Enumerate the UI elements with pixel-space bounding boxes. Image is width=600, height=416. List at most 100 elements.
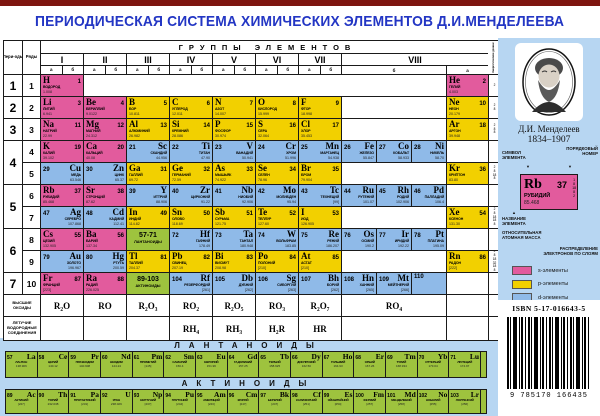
- element-symbol: Te: [258, 207, 268, 217]
- element-cell-Au: 79 Au ЗОЛОТО 196.967: [40, 250, 83, 272]
- element-name: КСЕНОН: [449, 217, 464, 221]
- element-name: РТУТЬ: [113, 261, 124, 265]
- element-cell-Y: 39 Y ИТТРИЙ 88.906: [126, 184, 169, 206]
- atomic-number: 88: [117, 277, 124, 283]
- group-header-III: III: [126, 53, 169, 65]
- element-name: НИОБИЙ: [238, 195, 253, 199]
- atomic-mass: 178.49: [199, 243, 210, 248]
- element-symbol: Ni: [435, 141, 444, 151]
- element-name: ГАФНИЙ: [195, 239, 210, 243]
- element-symbol: Pt: [435, 229, 445, 239]
- isbn-block: ISBN 5-17-016643-5 9 785170 166435: [498, 300, 600, 416]
- atomic-mass: 87.62: [86, 199, 95, 204]
- atomic-number: 108: [344, 277, 355, 283]
- atomic-mass: 55.847: [363, 155, 374, 160]
- atomic-number: 35: [332, 167, 339, 173]
- series-row-endcap: [480, 352, 487, 377]
- element-cell-Ru: 44 Ru РУТЕНИЙ 101.07: [341, 184, 376, 206]
- element-symbol: W: [287, 229, 296, 239]
- element-symbol: F: [301, 97, 307, 107]
- element-name: НИКЕЛЬ: [430, 151, 444, 155]
- element-symbol: Ra: [86, 273, 97, 283]
- element-name: МАГНИЙ: [86, 129, 101, 133]
- element-symbol: B: [129, 97, 136, 107]
- atomic-number: 18: [479, 123, 486, 129]
- element-cell-Bk: 97 Bk БЕРКЛИЙ [247]: [258, 390, 291, 413]
- element-name: ТАНТАЛ: [239, 239, 253, 243]
- element-cell-Cd: 48 Cd КАДМИЙ 112.41: [83, 206, 126, 228]
- atomic-number: 1: [77, 79, 81, 85]
- atomic-mass: 192.22: [398, 243, 409, 248]
- atomic-mass: 50.941: [242, 155, 253, 160]
- element-symbol: Bh: [327, 273, 339, 283]
- element-cell-Es: 99 Es ЭЙНШТЕЙНИЙ [254]: [321, 390, 354, 413]
- period-label-3: 3: [4, 118, 22, 140]
- atomic-mass: [262]: [245, 287, 253, 292]
- sample-mass: 85.468: [524, 200, 540, 207]
- atomic-mass: 126.905: [301, 221, 314, 226]
- volatile-hydrides-formula: [40, 316, 83, 340]
- legend-name-label: НАЗВАНИЕ ЭЛЕМЕНТА: [502, 216, 526, 227]
- element-cell-As: As 33 МЫШЬЯК 74.922: [212, 162, 255, 184]
- element-cell-Al: Al 13 АЛЮМИНИЙ 26.982: [126, 118, 169, 140]
- atomic-mass: 79.904: [301, 177, 312, 182]
- atomic-number: 25: [301, 145, 308, 151]
- element-symbol: As: [215, 163, 226, 173]
- element-cell-Li: Li 3 ЛИТИЙ 6.941: [40, 96, 83, 118]
- legend-shells-label: РАСПРЕДЕЛЕНИЕ ЭЛЕКТРОНОВ ПО СЛОЯМ: [543, 246, 598, 257]
- element-cell-Br: Br 35 БРОМ 79.904: [298, 162, 341, 184]
- element-name: КОБАЛЬТ: [393, 151, 409, 155]
- row-label-8: 8: [22, 228, 40, 250]
- atomic-number: 11: [74, 123, 81, 129]
- element-cell-Tb: 65 Tb ТЕРБИЙ 158.925: [258, 352, 291, 377]
- element-cell-Nb: 41 Nb НИОБИЙ 92.906: [212, 184, 255, 206]
- element-cell-Ag: 47 Ag СЕРЕБРО 107.868: [40, 206, 83, 228]
- atomic-number: 12: [117, 123, 124, 129]
- atomic-number: 37: [74, 189, 81, 195]
- element-name: РОДИЙ: [397, 195, 409, 199]
- series-range-cell: 89-103 АКТИНОИДЫ: [126, 272, 169, 294]
- element-cell-Hf: 72 Hf ГАФНИЙ 178.49: [169, 228, 212, 250]
- mendeleev-portrait: [515, 43, 583, 121]
- empty-cell: [446, 316, 488, 340]
- energy-levels-cell: [488, 184, 500, 206]
- atomic-number: 43: [301, 189, 308, 195]
- atomic-number: 47: [43, 211, 50, 217]
- element-symbol: Ba: [86, 229, 97, 239]
- element-symbol: Rb: [43, 185, 55, 195]
- series-row-endcap: [480, 390, 487, 413]
- element-name: МАРГАНЕЦ: [320, 151, 339, 155]
- higher-oxides-formula: R₂O₃: [126, 294, 169, 316]
- element-name: РАДОН: [449, 261, 461, 265]
- volatile-hydrides-label: ЛЕТУЧИЕ ВОДОРОДНЫЕ СОЕДИНЕНИЯ: [4, 316, 40, 340]
- element-symbol: Cl: [301, 119, 310, 129]
- atomic-number: 32: [203, 167, 210, 173]
- higher-oxides-formula: R₂O: [40, 294, 83, 316]
- atomic-mass: 44.956: [156, 155, 167, 160]
- element-name: ХЛОР: [301, 129, 311, 133]
- atomic-mass: 132.905: [43, 243, 56, 248]
- element-name: КИСЛОРОД: [258, 107, 277, 111]
- element-symbol: Ne: [449, 97, 460, 107]
- empty-cell: [341, 250, 446, 272]
- higher-oxides-formula: RO₂: [169, 294, 212, 316]
- atomic-number: 10: [479, 101, 486, 107]
- atomic-number: 49: [160, 211, 167, 217]
- element-cell-In: In 49 ИНДИЙ 114.82: [126, 206, 169, 228]
- atomic-mass: 54.938: [328, 155, 339, 160]
- atomic-mass: 58.70: [435, 155, 444, 160]
- element-name: ВОЛЬФРАМ: [276, 239, 296, 243]
- atomic-number: 26: [344, 145, 351, 151]
- element-name: РЕЗЕРФОРДИЙ: [184, 283, 210, 287]
- atomic-number: 29: [43, 167, 50, 173]
- element-name: ТИТАН: [198, 151, 210, 155]
- element-name: ЦИНК: [114, 173, 124, 177]
- atomic-number: 106: [258, 277, 269, 283]
- element-cell-Be: Be 4 БЕРИЛЛИЙ 9.0122: [83, 96, 126, 118]
- atomic-mass: [261]: [202, 287, 210, 292]
- empty-cell: [341, 96, 446, 118]
- element-cell-F: F 9 ФТОР 18.998: [298, 96, 341, 118]
- element-symbol: Mn: [325, 141, 340, 151]
- element-symbol: N: [215, 97, 222, 107]
